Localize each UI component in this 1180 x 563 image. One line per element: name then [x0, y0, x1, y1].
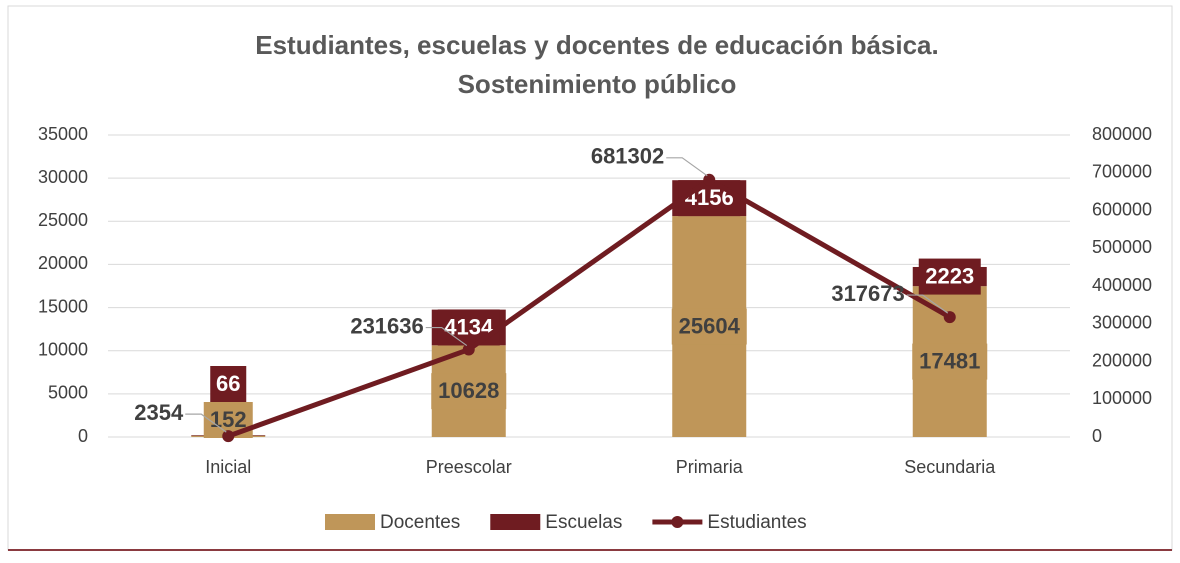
line-point: [703, 173, 716, 186]
y-tick-label: 30000: [38, 167, 88, 187]
legend-label: Docentes: [380, 512, 460, 533]
data-label: 317673: [831, 281, 904, 306]
y2-tick-label: 600000: [1092, 199, 1152, 219]
chart-title: Sostenimiento público: [458, 69, 737, 99]
x-tick-label: Primaria: [676, 457, 744, 477]
data-label-box: [678, 180, 741, 217]
y2-tick-label: 100000: [1092, 388, 1152, 408]
data-label: 25604: [679, 313, 741, 338]
data-label-box: [912, 343, 988, 380]
data-label: 152: [210, 407, 247, 432]
data-label-box: [671, 308, 747, 345]
leader-line: [906, 294, 949, 314]
chart-title: Estudiantes, escuelas y docentes de educ…: [255, 30, 939, 60]
data-label: 17481: [919, 348, 980, 373]
line-point: [462, 343, 475, 356]
data-label-box: [210, 366, 247, 402]
y2-tick-label: 700000: [1092, 162, 1152, 182]
leader-line: [666, 157, 708, 177]
y-tick-label: 10000: [38, 339, 88, 359]
line-point: [222, 430, 235, 443]
line-series: [227, 176, 951, 439]
data-label: 2354: [134, 400, 184, 425]
y2-tick-label: 400000: [1092, 275, 1152, 295]
y-tick-label: 20000: [38, 253, 88, 273]
legend-key: [325, 514, 375, 530]
data-label-box: [918, 258, 981, 295]
data-label: 66: [216, 371, 240, 396]
legend-label: Estudiantes: [707, 512, 806, 533]
y-tick-label: 0: [78, 426, 88, 446]
data-label-box: [437, 309, 500, 346]
x-tick-label: Inicial: [205, 457, 251, 477]
legend-key: [490, 514, 541, 530]
legend-label: Escuelas: [545, 512, 622, 533]
line-point: [943, 311, 956, 324]
legend-key: [671, 516, 684, 528]
data-label: 2223: [925, 263, 974, 288]
y2-tick-label: 0: [1092, 426, 1102, 446]
y-tick-label: 25000: [38, 210, 88, 230]
y-tick-label: 15000: [38, 296, 88, 316]
data-label-box: [431, 373, 507, 410]
y2-tick-label: 500000: [1092, 237, 1152, 257]
x-tick-label: Preescolar: [426, 457, 512, 477]
x-tick-label: Secundaria: [904, 457, 996, 477]
leader-line: [185, 413, 227, 433]
data-label: 231636: [350, 313, 423, 338]
data-label: 681302: [591, 144, 664, 169]
data-label: 10628: [438, 378, 499, 403]
y2-tick-label: 300000: [1092, 313, 1152, 333]
y-tick-label: 5000: [48, 383, 88, 403]
y-tick-label: 35000: [38, 124, 88, 144]
y2-tick-label: 200000: [1092, 350, 1152, 370]
y2-tick-label: 800000: [1092, 124, 1152, 144]
leader-line: [425, 326, 468, 347]
